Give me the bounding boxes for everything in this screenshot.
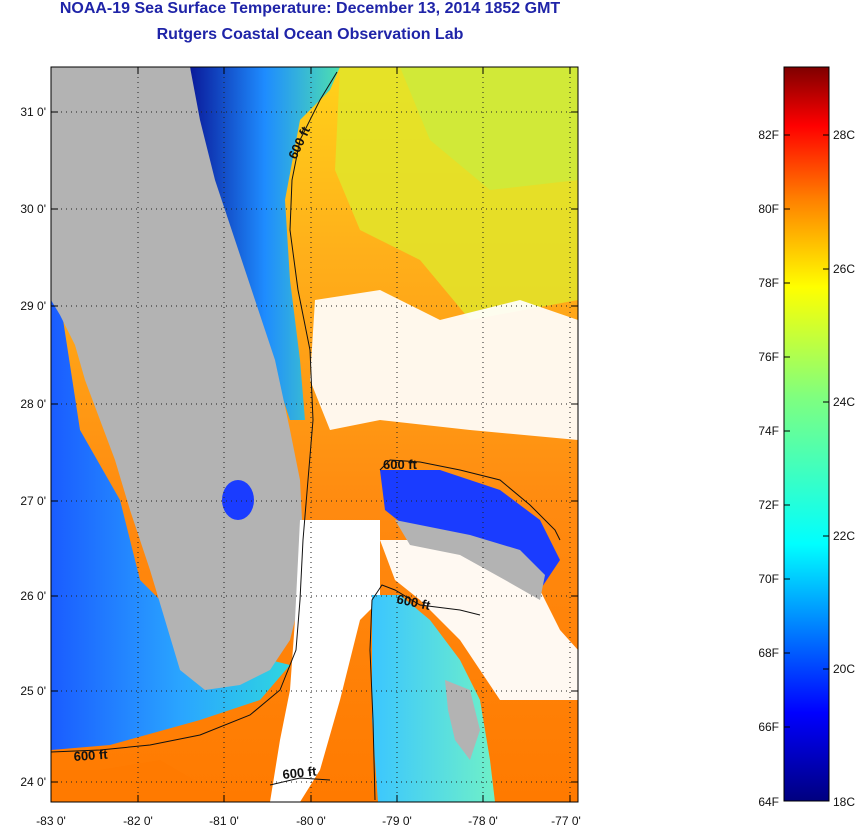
lat-label-30: 30 0'	[20, 202, 46, 216]
lat-label-25: 25 0'	[20, 684, 46, 698]
contour-label-5: 600 ft	[282, 763, 318, 782]
colorbar-c-label-28: 28C	[833, 128, 855, 142]
lon-label-82: -82 0'	[123, 814, 153, 828]
colorbar-f-label-82: 82F	[758, 128, 779, 142]
lon-label-80: -80 0'	[296, 814, 326, 828]
colorbar-f-label-64: 64F	[758, 795, 779, 809]
colorbar-f-label-72: 72F	[758, 498, 779, 512]
cloud-cover-straits	[270, 520, 380, 802]
lon-label-83: -83 0'	[36, 814, 66, 828]
lon-label-77: -77 0'	[551, 814, 581, 828]
colorbar-c-label-22: 22C	[833, 529, 855, 543]
temperature-colorbar	[783, 66, 830, 802]
map-frame	[50, 66, 579, 803]
gulf-water	[51, 67, 290, 750]
colorbar-f-label-66: 66F	[758, 720, 779, 734]
lon-label-79: -79 0'	[382, 814, 412, 828]
lat-label-26: 26 0'	[20, 589, 46, 603]
lon-label-81: -81 0'	[209, 814, 239, 828]
lat-label-28: 28 0'	[20, 397, 46, 411]
keys-warm-water	[51, 760, 210, 802]
latitude-tick-marks	[51, 111, 578, 783]
contour-600ft-south	[269, 777, 331, 786]
colorbar-f-label-68: 68F	[758, 646, 779, 660]
longitude-tick-marks	[137, 67, 571, 802]
lon-label-78: -78 0'	[468, 814, 498, 828]
yellow-green-region	[400, 67, 578, 190]
lat-label-29: 29 0'	[20, 299, 46, 313]
lat-label-24: 24 0'	[20, 775, 46, 789]
andros-land	[445, 680, 480, 760]
colorbar-c-label-24: 24C	[833, 395, 855, 409]
colorbar-f-label-74: 74F	[758, 424, 779, 438]
colorbar-f-label-70: 70F	[758, 572, 779, 586]
contour-600ft-great-bahama	[369, 584, 481, 801]
contour-600ft-florida	[50, 71, 338, 753]
lat-label-31: 31 0'	[20, 105, 46, 119]
contour-600ft-little-bahama	[379, 459, 561, 541]
cloud-cover-central	[310, 290, 578, 440]
map-subtitle: Rutgers Coastal Ocean Observation Lab	[156, 26, 464, 43]
colorbar-tick-marks	[784, 134, 829, 728]
colorbar-c-label-26: 26C	[833, 262, 855, 276]
colorbar-f-label-80: 80F	[758, 202, 779, 216]
colorbar-f-label-78: 78F	[758, 276, 779, 290]
grand-bahama-land	[395, 520, 545, 600]
contour-label-4: 600 ft	[73, 747, 109, 764]
florida-land	[51, 67, 303, 690]
map-title: NOAA-19 Sea Surface Temperature: Decembe…	[59, 0, 561, 17]
contour-label-2: 600 ft	[383, 457, 418, 472]
colorbar-c-label-20: 20C	[833, 662, 855, 676]
colorbar-f-label-76: 76F	[758, 350, 779, 364]
lat-label-27: 27 0'	[20, 494, 46, 508]
colorbar-c-label-18: 18C	[833, 795, 855, 809]
contour-label-3: 600 ft	[395, 591, 432, 613]
coastal-cold-water	[190, 67, 340, 420]
lake-okeechobee	[222, 480, 254, 520]
